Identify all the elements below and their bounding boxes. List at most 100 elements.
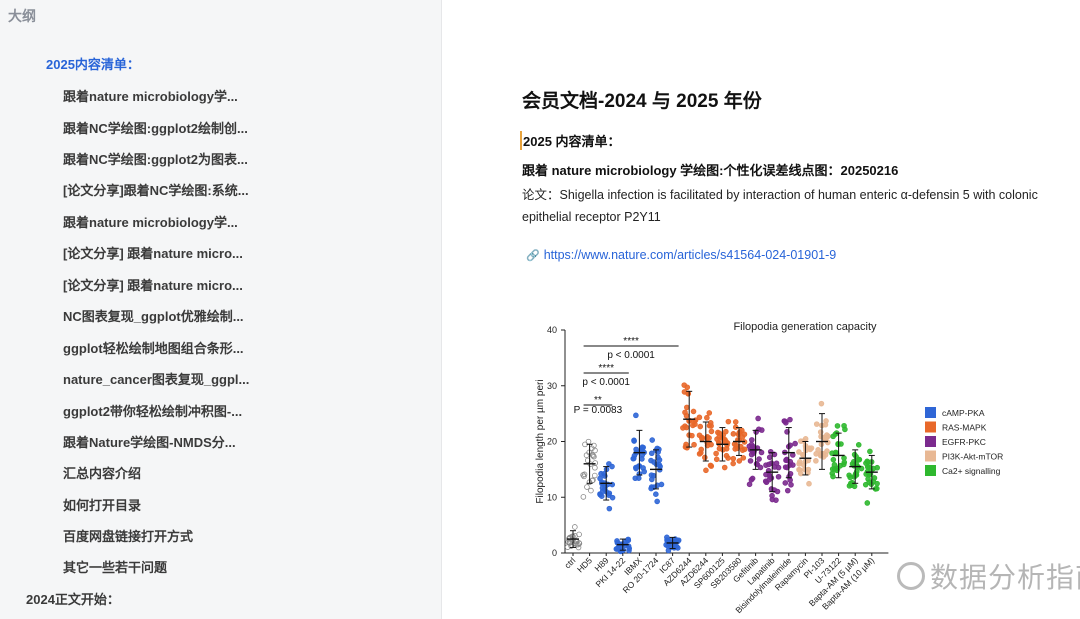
data-point	[740, 455, 747, 461]
paper-citation: 论文：Shigella infection is facilitated by …	[522, 188, 1038, 224]
data-point	[818, 433, 824, 440]
data-point	[697, 423, 704, 430]
data-point	[591, 472, 598, 479]
data-point	[783, 420, 789, 426]
significance-stars: ****	[598, 363, 614, 374]
data-point	[606, 492, 612, 498]
outline-item[interactable]: [论文分享] 跟着nature micro...	[63, 246, 243, 261]
outline-item[interactable]: 跟着NC学绘图:ggplot2绘制创...	[63, 121, 248, 136]
data-point	[768, 475, 775, 481]
data-point	[824, 448, 830, 454]
outline-item[interactable]: 跟着Nature学绘图-NMDS分...	[63, 435, 236, 450]
outline-item[interactable]: [论文分享]跟着NC学绘图:系统...	[63, 183, 249, 198]
data-point	[568, 543, 574, 549]
article-link-text[interactable]: https://www.nature.com/articles/s41564-0…	[543, 248, 837, 262]
data-point	[800, 452, 806, 458]
data-point	[654, 498, 660, 505]
data-point	[598, 493, 605, 499]
legend-swatch	[925, 436, 936, 447]
data-point	[707, 462, 714, 469]
p-value-label: p < 0.0001	[607, 350, 655, 361]
data-point	[713, 450, 719, 457]
data-point	[867, 448, 873, 455]
data-point	[775, 464, 782, 471]
legend-swatch	[925, 407, 936, 418]
outline-item[interactable]: 2024正文开始：	[26, 592, 120, 607]
data-point	[704, 414, 710, 421]
data-point	[797, 467, 803, 473]
data-point	[684, 384, 691, 391]
data-point	[874, 480, 880, 487]
data-point	[592, 447, 598, 454]
data-point	[730, 431, 737, 437]
data-point	[649, 437, 656, 443]
data-point	[716, 445, 723, 452]
data-point	[708, 423, 714, 429]
y-tick-label: 30	[547, 381, 557, 391]
outline-item[interactable]: 汇总内容介绍	[63, 466, 142, 481]
data-point	[716, 434, 722, 440]
outline-item[interactable]: NC图表复现_ggplot优雅绘制...	[63, 309, 244, 324]
data-point	[832, 431, 839, 437]
data-point	[725, 418, 732, 425]
data-point	[684, 444, 690, 451]
data-point	[768, 486, 775, 492]
filopodia-chart: 0 10 20 30 40 Filopodia length per µm peri Fil…	[535, 321, 1003, 615]
data-point	[590, 477, 596, 483]
outline-item[interactable]: 2025内容清单：	[46, 57, 140, 72]
data-point	[590, 452, 597, 459]
watermark-logo	[897, 562, 925, 590]
data-point	[685, 390, 691, 397]
legend-label: PI3K-Akt-mTOR	[942, 452, 1003, 462]
data-point	[806, 480, 812, 487]
legend-label: cAMP-PKA	[942, 408, 985, 418]
y-tick-label: 10	[547, 492, 557, 502]
data-point	[790, 462, 796, 468]
outline-item[interactable]: 跟着NC学绘图:ggplot2为图表...	[63, 152, 248, 167]
data-point	[830, 456, 837, 463]
significance-stars: ****	[623, 336, 639, 347]
data-point	[792, 440, 798, 447]
data-point	[606, 461, 612, 467]
outline-item[interactable]: [论文分享] 跟着nature micro...	[63, 278, 243, 293]
outline-item[interactable]: 跟着nature microbiology学...	[63, 89, 238, 104]
data-point	[871, 475, 878, 481]
data-point	[864, 500, 871, 506]
data-point	[796, 459, 803, 465]
significance-stars: **	[594, 395, 602, 406]
document-title: 会员文档-2024 与 2025 年份	[522, 91, 762, 112]
outline-item[interactable]: 跟着nature microbiology学...	[63, 215, 238, 230]
outline-item[interactable]: 如何打开目录	[63, 498, 142, 513]
data-point	[741, 431, 748, 438]
data-point	[584, 457, 591, 464]
data-point	[581, 473, 587, 480]
outline-item[interactable]: 其它一些若干问题	[63, 560, 168, 575]
outline-item[interactable]: ggplot2带你轻松绘制冲积图-...	[63, 404, 243, 419]
outline-item[interactable]: nature_cancer图表复现_ggpl...	[63, 372, 250, 387]
legend-label: EGFR-PKC	[942, 437, 986, 447]
data-point	[632, 475, 639, 482]
data-point	[691, 441, 697, 448]
outline-item[interactable]: ggplot轻松绘制地图组合条形...	[63, 341, 244, 356]
data-point	[633, 412, 639, 419]
data-point	[766, 454, 773, 461]
data-point	[866, 472, 873, 478]
data-point	[623, 538, 629, 545]
data-point	[758, 427, 765, 433]
data-point	[592, 460, 598, 466]
data-point	[787, 477, 793, 483]
y-tick-label: 20	[547, 437, 557, 447]
data-point	[856, 456, 863, 463]
data-point	[585, 438, 592, 445]
data-point	[813, 421, 820, 427]
data-point	[758, 449, 765, 456]
data-point	[736, 458, 743, 464]
data-point	[746, 481, 753, 488]
outline-item[interactable]: 百度网盘链接打开方式	[63, 529, 194, 544]
data-point	[757, 464, 764, 471]
data-point	[855, 442, 862, 448]
article-link[interactable]: 🔗 https://www.nature.com/articles/s41564-…	[526, 248, 836, 262]
data-point	[648, 485, 654, 492]
data-point	[748, 451, 755, 458]
data-point	[702, 454, 708, 461]
